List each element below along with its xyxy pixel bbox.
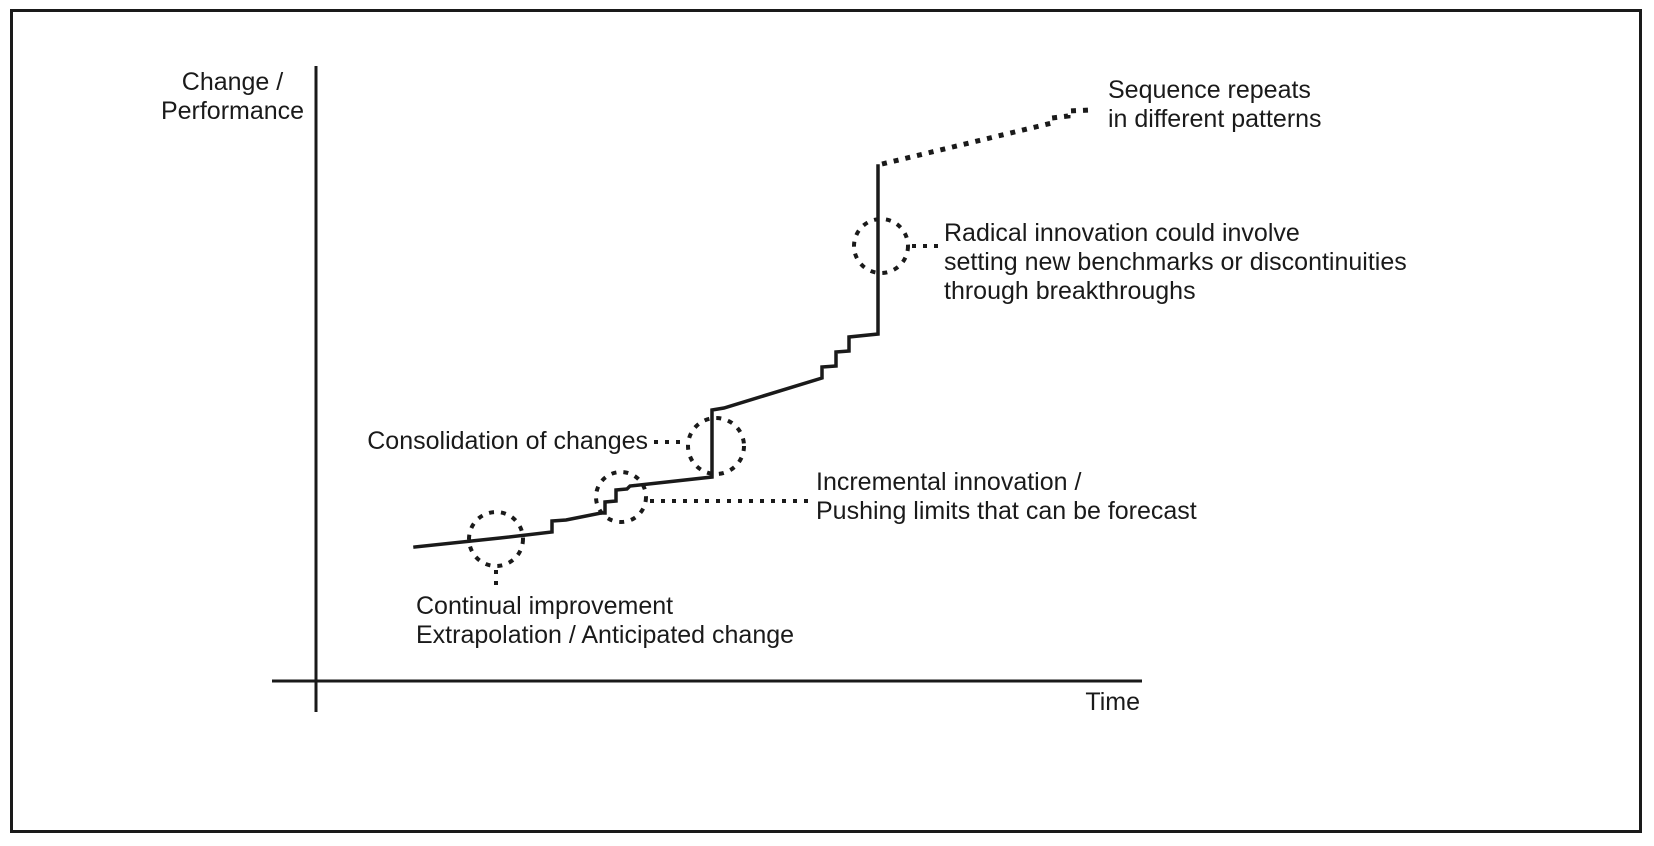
y-axis-label-line-1: Change / [181, 68, 284, 96]
continual-improvement-circle [467, 510, 525, 568]
x-axis-label: Time [1040, 688, 1140, 717]
incremental-innovation-circle [594, 470, 648, 524]
annotation-sequence-repeats: Sequence repeats in different patterns [1108, 76, 1322, 134]
annotation-line: Continual improvement [416, 592, 674, 620]
annotation-line: Sequence repeats [1108, 76, 1311, 104]
performance-step-curve [413, 164, 880, 549]
annotation-line: Consolidation of changes [367, 427, 648, 455]
y-axis-label-line-2: Performance [160, 97, 305, 125]
consolidation-circle [686, 416, 746, 476]
outer-border [10, 9, 1642, 833]
annotation-line: Extrapolation / Anticipated change [416, 621, 795, 649]
y-axis-label: Change / Performance [160, 68, 305, 126]
sequence-repeats-dotted-curve [881, 107, 1091, 167]
radical-innovation-circle [852, 217, 910, 275]
annotation-line: in different patterns [1108, 105, 1322, 133]
annotation-line: Pushing limits that can be forecast [816, 497, 1197, 525]
annotation-line: Incremental innovation / [816, 468, 1082, 496]
annotation-radical-innovation: Radical innovation could involve setting… [944, 219, 1407, 306]
annotation-incremental-innovation: Incremental innovation / Pushing limits … [816, 468, 1197, 526]
annotation-line: setting new benchmarks or discontinuitie… [944, 248, 1407, 276]
annotation-line: through breakthroughs [944, 277, 1196, 305]
x-axis-label-text: Time [1085, 688, 1140, 716]
annotation-consolidation: Consolidation of changes [330, 427, 648, 456]
annotation-line: Radical innovation could involve [944, 219, 1300, 247]
annotation-continual-improvement: Continual improvement Extrapolation / An… [416, 592, 794, 650]
